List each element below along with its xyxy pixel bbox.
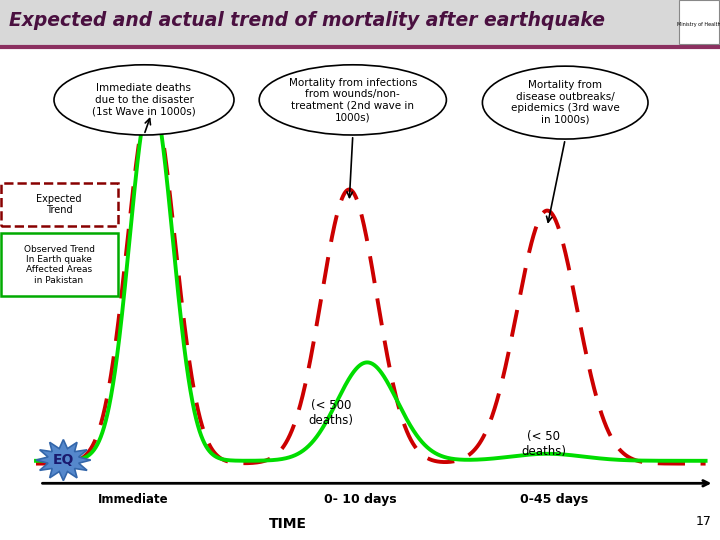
Text: 17: 17 (696, 515, 711, 528)
Ellipse shape (259, 65, 446, 135)
Text: 0- 10 days: 0- 10 days (324, 493, 396, 506)
Text: Observed Trend
In Earth quake
Affected Areas
in Pakistan: Observed Trend In Earth quake Affected A… (24, 245, 94, 285)
Text: TIME: TIME (269, 517, 307, 531)
Text: Immediate deaths
due to the disaster
(1st Wave in 1000s): Immediate deaths due to the disaster (1s… (92, 83, 196, 117)
Text: Mortality from infections
from wounds/non-
treatment (2nd wave in
1000s): Mortality from infections from wounds/no… (289, 78, 417, 122)
FancyBboxPatch shape (1, 183, 118, 226)
FancyBboxPatch shape (0, 0, 720, 46)
Text: Immediate: Immediate (98, 493, 168, 506)
Text: (< 500
deaths): (< 500 deaths) (309, 399, 354, 427)
Text: Mortality from
disease outbreaks/
epidemics (3rd wave
in 1000s): Mortality from disease outbreaks/ epidem… (510, 80, 620, 125)
Text: Ministry of Health: Ministry of Health (678, 22, 720, 27)
Text: (< 50
deaths): (< 50 deaths) (521, 430, 566, 458)
Text: 0-45 days: 0-45 days (521, 493, 588, 506)
Ellipse shape (54, 65, 234, 135)
FancyBboxPatch shape (1, 233, 118, 296)
Text: EQ: EQ (53, 453, 74, 467)
Ellipse shape (482, 66, 648, 139)
Text: Expected
Trend: Expected Trend (36, 194, 82, 215)
Polygon shape (36, 440, 91, 481)
FancyBboxPatch shape (679, 0, 719, 44)
Text: Expected and actual trend of mortality after earthquake: Expected and actual trend of mortality a… (9, 11, 605, 30)
